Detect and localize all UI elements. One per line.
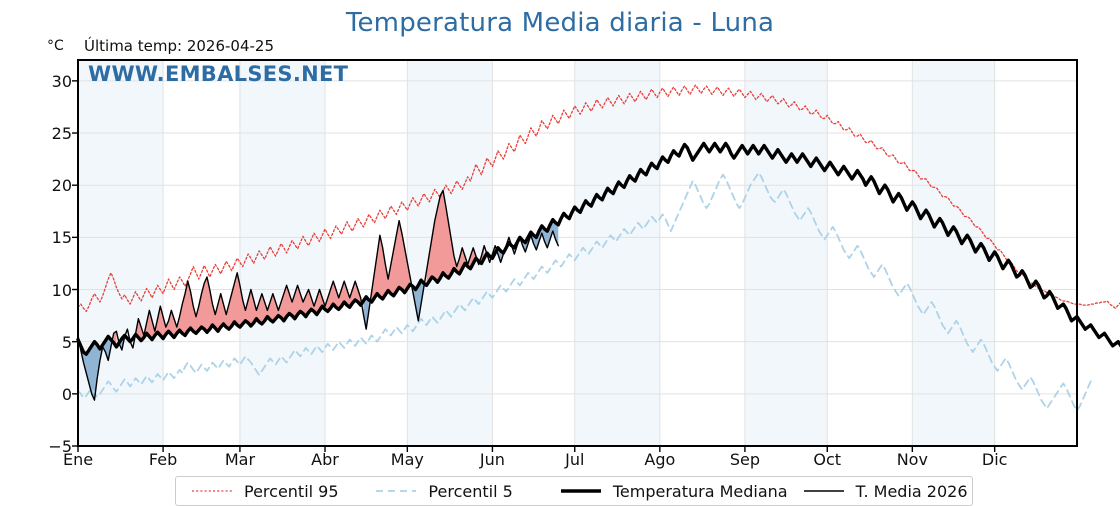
- x-tick-label: Ago: [644, 450, 676, 469]
- series-t-media-2026: [77, 189, 559, 401]
- series-temperatura-mediana: [76, 141, 1120, 356]
- legend-item-2[interactable]: Percentil 5: [360, 482, 544, 501]
- x-tick-label: Sep: [729, 450, 760, 469]
- legend-swatch-icon: [803, 490, 844, 492]
- month-band: [912, 60, 995, 446]
- y-axis-unit-label: °C: [47, 38, 64, 54]
- legend-label: Percentil 5: [428, 481, 513, 501]
- x-tick-label: Oct: [813, 450, 842, 469]
- y-tick-label: 15: [51, 228, 72, 248]
- legend-label: T. Media 2026: [855, 481, 968, 501]
- y-axis-ticks: −5 0 5 10 15 20 25 30: [22, 0, 72, 500]
- fill-above-median: [371, 220, 411, 303]
- legend-item-1[interactable]: Percentil 95: [176, 482, 360, 501]
- month-band: [239, 60, 326, 446]
- x-tick-label: Nov: [896, 450, 928, 469]
- x-tick-label: Abr: [311, 450, 339, 469]
- y-tick-label: 5: [61, 332, 72, 352]
- series-percentil-95: [77, 84, 1120, 313]
- legend-swatch-icon: [192, 490, 232, 492]
- month-band: [744, 60, 828, 446]
- plot-frame: [77, 59, 1078, 447]
- y-tick-label: 30: [51, 71, 72, 91]
- x-tick-label: Jun: [479, 450, 505, 469]
- x-tick-label: Dic: [981, 450, 1008, 469]
- fill-above-median: [135, 272, 361, 341]
- legend-label: Percentil 95: [244, 481, 339, 501]
- x-tick-label: May: [390, 450, 424, 469]
- series-percentil-5: [77, 171, 1092, 412]
- page-title: Temperatura Media diaria - Luna: [345, 8, 775, 38]
- chart-legend: Percentil 95 Percentil 5 Temperatura Media…: [175, 476, 973, 506]
- last-temp-label: Última temp: 2026-04-25: [84, 37, 275, 55]
- legend-swatch-icon: [560, 489, 601, 493]
- x-tick-label: Feb: [148, 450, 178, 469]
- legend-label: Temperatura Mediana: [612, 481, 788, 501]
- y-tick-label: 25: [51, 124, 72, 144]
- y-tick-label: −5: [48, 437, 72, 456]
- fill-above-median: [426, 190, 476, 286]
- y-tick-label: 0: [61, 384, 72, 404]
- month-band: [574, 60, 660, 446]
- x-tick-label: Mar: [224, 450, 256, 469]
- legend-swatch-icon: [376, 490, 417, 492]
- x-tick-label: Ene: [62, 450, 94, 469]
- legend-item-4[interactable]: T. Media 2026: [788, 482, 972, 501]
- x-tick-label: Jul: [565, 450, 585, 469]
- y-tick-label: 20: [51, 176, 72, 196]
- legend-item-3[interactable]: Temperatura Mediana: [545, 482, 788, 501]
- watermark: WWW.EMBALSES.NET: [88, 62, 349, 86]
- y-tick-label: 10: [51, 280, 72, 300]
